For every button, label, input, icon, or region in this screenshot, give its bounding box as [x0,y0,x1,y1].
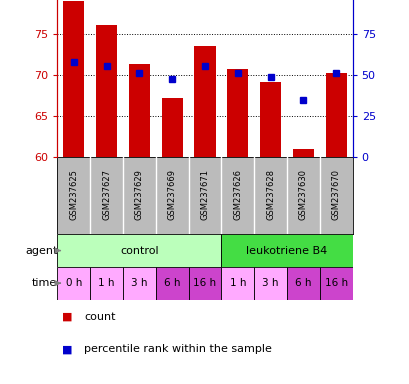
Text: 16 h: 16 h [193,278,216,288]
Bar [96,25,117,157]
Text: 16 h: 16 h [324,278,347,288]
Text: control: control [120,245,158,256]
Text: GSM237670: GSM237670 [331,169,340,220]
Bar [221,267,254,300]
Bar [319,267,352,300]
Text: leukotriene B4: leukotriene B4 [246,245,327,256]
Text: agent: agent [25,245,57,256]
Bar [188,267,221,300]
Text: ■: ■ [61,312,72,322]
Bar [57,267,90,300]
Bar [221,234,352,267]
Text: 3 h: 3 h [131,278,147,288]
Bar [259,82,281,157]
Text: 3 h: 3 h [262,278,278,288]
Bar [57,234,221,267]
Bar [128,64,150,157]
Bar [325,73,346,157]
Text: 6 h: 6 h [294,278,311,288]
Text: percentile rank within the sample: percentile rank within the sample [84,344,271,354]
Text: time: time [32,278,57,288]
Bar [63,0,84,157]
Text: GSM237671: GSM237671 [200,169,209,220]
Text: ■: ■ [61,344,72,354]
Text: count: count [84,312,115,322]
Text: GSM237629: GSM237629 [135,169,144,220]
Bar [292,149,313,157]
Text: GSM237626: GSM237626 [233,169,242,220]
Bar [194,46,215,157]
Bar [90,267,123,300]
Text: GSM237625: GSM237625 [69,169,78,220]
Text: GSM237628: GSM237628 [265,169,274,220]
Text: 0 h: 0 h [65,278,82,288]
Bar [286,267,319,300]
Bar [123,267,155,300]
Bar [155,267,188,300]
Text: GSM237669: GSM237669 [167,169,176,220]
Text: 1 h: 1 h [98,278,115,288]
Text: GSM237630: GSM237630 [298,169,307,220]
Text: 6 h: 6 h [164,278,180,288]
Text: 1 h: 1 h [229,278,245,288]
Bar [161,98,182,157]
Bar [254,267,286,300]
Bar [227,69,248,157]
Text: GSM237627: GSM237627 [102,169,111,220]
